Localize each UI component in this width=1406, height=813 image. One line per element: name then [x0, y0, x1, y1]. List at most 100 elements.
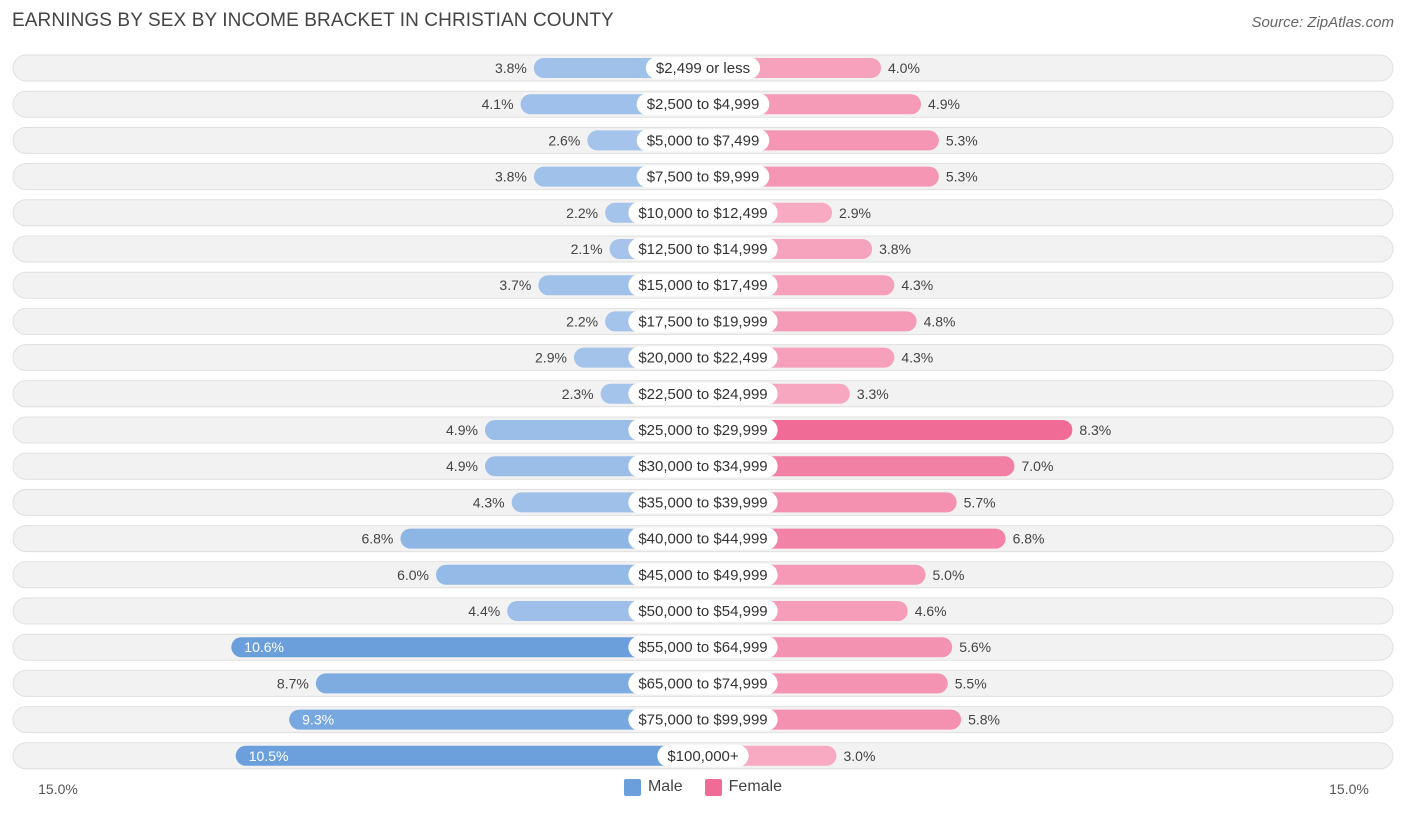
value-label-female: 5.7%	[964, 494, 996, 510]
value-label-female: 4.0%	[888, 60, 920, 76]
value-label-male: 4.9%	[446, 422, 478, 438]
bar-male	[315, 673, 703, 694]
category-label: $15,000 to $17,499	[638, 277, 767, 294]
value-label-female: 5.0%	[933, 567, 965, 583]
category-pill	[628, 238, 778, 260]
chart-title: EARNINGS BY SEX BY INCOME BRACKET IN CHR…	[12, 10, 614, 31]
value-label-male: 4.4%	[468, 603, 500, 619]
value-label-female: 4.3%	[901, 350, 933, 366]
value-label-female: 5.3%	[946, 132, 978, 148]
category-pill	[628, 636, 778, 659]
value-label-male: 3.7%	[499, 277, 531, 293]
value-label-female: 3.8%	[879, 241, 911, 257]
category-pill	[628, 382, 778, 405]
axis-min-label: 15.0%	[38, 781, 78, 797]
category-pill	[628, 563, 778, 586]
value-label-male: 2.1%	[571, 241, 603, 257]
legend-swatch-female	[704, 778, 722, 796]
value-label-male: 10.5%	[249, 748, 289, 764]
category-label: $75,000 to $99,999	[638, 712, 767, 729]
category-label: $2,500 to $4,999	[647, 96, 760, 113]
category-label: $55,000 to $64,999	[638, 639, 767, 656]
value-label-male: 4.9%	[446, 458, 478, 474]
legend-item-male[interactable]: Male	[623, 778, 683, 796]
value-label-female: 4.6%	[915, 603, 947, 619]
category-label: $12,500 to $14,999	[638, 241, 767, 258]
category-label: $17,500 to $19,999	[638, 313, 767, 330]
category-pill	[628, 455, 778, 478]
category-label: $30,000 to $34,999	[638, 458, 767, 475]
category-pill	[628, 346, 778, 369]
category-label: $65,000 to $74,999	[638, 675, 767, 692]
category-pill	[628, 419, 778, 441]
category-label: $10,000 to $12,499	[638, 205, 767, 222]
bar-male	[289, 709, 703, 730]
chart-legend: Male Female	[0, 778, 1406, 796]
bar-male	[235, 745, 703, 766]
category-pill	[636, 165, 770, 188]
value-label-male: 2.3%	[562, 386, 594, 402]
category-pill	[628, 201, 778, 224]
chart-rows: 3.8% 4.0% $2,499 or less 4.1% 4.9% $2,500 to …	[12, 54, 1394, 770]
value-label-female: 4.8%	[924, 313, 956, 329]
value-label-female: 6.8%	[1013, 531, 1045, 547]
legend-item-female[interactable]: Female	[704, 778, 783, 796]
value-label-female: 5.3%	[946, 169, 978, 185]
value-label-male: 8.7%	[277, 675, 309, 691]
value-label-male: 9.3%	[302, 712, 334, 728]
category-pill	[645, 57, 761, 79]
category-pill	[628, 274, 778, 297]
value-label-male: 4.1%	[482, 96, 514, 112]
category-pill	[628, 672, 778, 695]
value-label-female: 2.9%	[839, 205, 871, 221]
value-label-female: 5.6%	[959, 639, 991, 655]
value-label-male: 2.2%	[566, 313, 598, 329]
category-pill	[628, 527, 778, 550]
value-label-female: 4.9%	[928, 96, 960, 112]
category-pill	[628, 600, 778, 622]
category-pill	[636, 129, 770, 152]
value-label-female: 3.3%	[857, 386, 889, 402]
category-pill	[628, 491, 778, 514]
bar-female	[703, 528, 1006, 549]
value-label-female: 3.0%	[844, 748, 876, 764]
category-pill	[628, 708, 778, 731]
value-label-female: 5.8%	[968, 712, 1000, 728]
axis-max-label: 15.0%	[1329, 781, 1369, 797]
category-label: $7,500 to $9,999	[647, 169, 760, 186]
value-label-female: 5.5%	[955, 675, 987, 691]
legend-label-female: Female	[728, 778, 783, 795]
category-label: $20,000 to $22,499	[638, 350, 767, 367]
value-label-female: 8.3%	[1079, 422, 1111, 438]
category-pill	[657, 744, 749, 767]
category-label: $25,000 to $29,999	[638, 422, 767, 439]
value-label-male: 3.8%	[495, 169, 527, 185]
bar-male	[400, 528, 703, 549]
category-label: $50,000 to $54,999	[638, 603, 767, 620]
category-label: $40,000 to $44,999	[638, 531, 767, 548]
value-label-male: 10.6%	[244, 639, 284, 655]
legend-label-male: Male	[647, 778, 683, 795]
category-pill	[636, 93, 770, 116]
category-label: $5,000 to $7,499	[647, 132, 760, 149]
category-label: $45,000 to $49,999	[638, 567, 767, 584]
bar-female	[703, 456, 1015, 477]
value-label-male: 4.3%	[473, 494, 505, 510]
category-label: $100,000+	[667, 748, 739, 765]
category-label: $22,500 to $24,999	[638, 386, 767, 403]
value-label-female: 7.0%	[1022, 458, 1054, 474]
chart-source: Source: ZipAtlas.com	[1251, 14, 1394, 31]
legend-swatch-male	[623, 778, 641, 796]
bar-female	[703, 420, 1073, 440]
category-label: $35,000 to $39,999	[638, 494, 767, 511]
bar-male	[231, 637, 704, 658]
value-label-male: 3.8%	[495, 60, 527, 76]
value-label-male: 2.9%	[535, 350, 567, 366]
value-label-male: 2.6%	[548, 132, 580, 148]
category-label: $2,499 or less	[656, 60, 750, 77]
value-label-male: 6.8%	[361, 531, 393, 547]
category-pill	[628, 310, 778, 333]
value-label-female: 4.3%	[901, 277, 933, 293]
value-label-male: 2.2%	[566, 205, 598, 221]
